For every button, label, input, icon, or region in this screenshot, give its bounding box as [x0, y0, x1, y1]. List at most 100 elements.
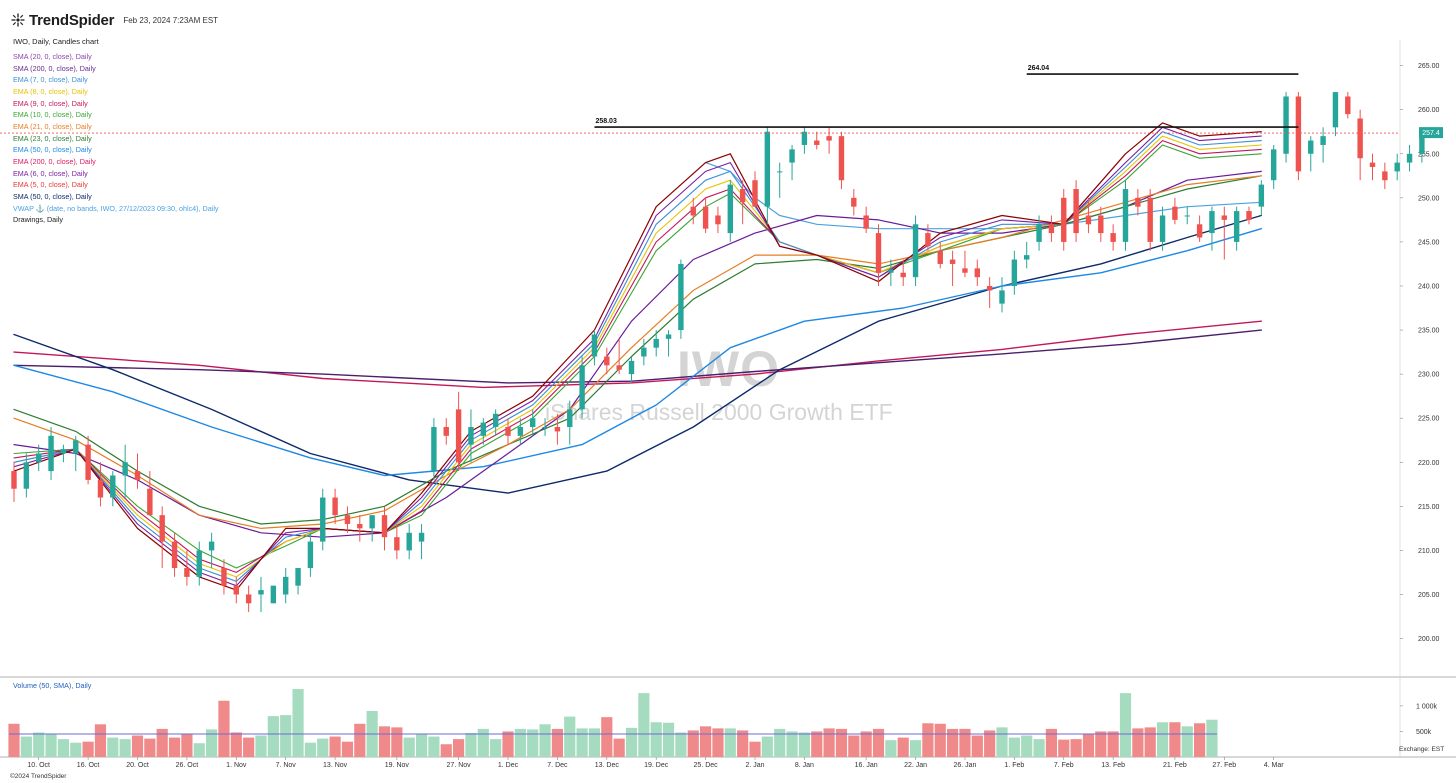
- candle-body: [36, 453, 42, 463]
- volume-bar: [341, 741, 354, 757]
- candle-body: [295, 568, 301, 586]
- candle-body: [443, 427, 449, 436]
- candle-body: [653, 338, 659, 348]
- volume-bar: [712, 728, 724, 757]
- volume-bar: [848, 735, 860, 757]
- candle-body: [777, 171, 783, 173]
- x-tick-label: 1. Dec: [498, 762, 519, 769]
- candle-body: [221, 568, 227, 586]
- candle-body: [974, 268, 980, 278]
- candle-body: [11, 471, 17, 489]
- indicator-item[interactable]: EMA (10, 0, close), Daily: [13, 110, 92, 120]
- volume-bar: [1095, 731, 1107, 757]
- candle-body: [1369, 162, 1376, 167]
- volume-bar: [564, 716, 576, 757]
- indicator-item[interactable]: EMA (50, 0, close), Daily: [13, 145, 92, 155]
- x-tick-label: 13. Dec: [595, 762, 620, 769]
- axes-layer: 200.00 205.00 210.00 215.00 220.00 225.00 230.…: [0, 40, 1456, 769]
- indicator-item[interactable]: SMA (20, 0, close), Daily: [13, 52, 92, 61]
- candle-body: [1196, 224, 1203, 238]
- indicator-item[interactable]: SMA (200, 0, close), Daily: [13, 63, 96, 73]
- brand-name: TrendSpider: [29, 11, 115, 29]
- candle-body: [863, 215, 869, 229]
- volume-tick-label: 500k: [1416, 729, 1432, 736]
- volume-bar: [922, 723, 934, 757]
- x-tick-label: 27. Feb: [1212, 762, 1236, 769]
- y-tick-label: 250.00: [1418, 195, 1440, 202]
- indicator-item[interactable]: EMA (7, 0, close), Daily: [13, 75, 88, 85]
- candle-body: [196, 550, 202, 577]
- volume-pane-label[interactable]: Volume (50, SMA), Daily: [13, 681, 92, 690]
- volume-bar: [798, 732, 810, 757]
- x-tick-label: 19. Nov: [385, 762, 410, 769]
- volume-bar: [897, 737, 909, 757]
- candle-body: [912, 224, 919, 278]
- candle-body: [616, 365, 622, 370]
- volume-bar: [527, 729, 539, 757]
- volume-bar: [872, 728, 885, 757]
- volume-bar: [1169, 722, 1181, 757]
- indicator-item[interactable]: EMA (8, 0, close), Daily: [13, 86, 88, 96]
- x-tick-label: 7. Feb: [1054, 762, 1074, 769]
- x-tick-label: 26. Jan: [953, 762, 976, 769]
- indicator-item[interactable]: EMA (9, 0, close), Daily: [13, 98, 88, 108]
- candle-body: [604, 356, 610, 366]
- volume-bar: [490, 739, 502, 757]
- symbol-line[interactable]: IWO, Daily, Candles chart: [13, 37, 99, 46]
- volume-bar: [675, 732, 687, 757]
- volume-bar: [156, 728, 168, 757]
- candle-body: [320, 497, 326, 542]
- candle-body: [875, 233, 882, 273]
- candle-body: [283, 576, 289, 595]
- candle-body: [715, 215, 721, 225]
- candle-body: [1024, 255, 1030, 260]
- indicator-item[interactable]: EMA (6, 0, close), Daily: [13, 168, 88, 178]
- volume-bar: [774, 728, 786, 757]
- indicator-item[interactable]: SMA (50, 0, close), Daily: [13, 191, 92, 201]
- volume-bar: [45, 733, 57, 757]
- volume-bar: [33, 732, 45, 757]
- candle-body: [900, 272, 906, 278]
- candle-body: [1073, 189, 1079, 234]
- candle-body: [1308, 140, 1314, 154]
- candle-body: [826, 136, 832, 141]
- y-tick-label: 230.00: [1418, 372, 1440, 379]
- candle-body: [986, 285, 993, 291]
- ma-line: [705, 162, 1262, 230]
- level-label: 258.03: [595, 118, 617, 125]
- candle-body: [727, 184, 733, 234]
- candle-body: [1419, 132, 1425, 154]
- candle-body: [184, 568, 190, 577]
- ma-line: [13, 329, 1262, 384]
- indicator-item[interactable]: EMA (23, 0, close), Daily: [13, 133, 92, 143]
- candle-body: [357, 523, 363, 529]
- volume-bar: [934, 723, 946, 757]
- candle-body: [999, 290, 1005, 304]
- volume-bar: [218, 700, 230, 757]
- candle-body: [60, 449, 67, 454]
- volume-bar: [909, 740, 922, 757]
- indicator-item[interactable]: Drawings, Daily: [13, 215, 63, 225]
- volume-bar: [823, 728, 835, 757]
- drawings-layer: 264.04 258.03 257.4: [0, 65, 1443, 139]
- candle-body: [690, 206, 696, 216]
- y-tick-label: 220.00: [1418, 460, 1440, 467]
- candle-body: [1147, 197, 1153, 242]
- indicator-item[interactable]: EMA (21, 0, close), Daily: [13, 121, 92, 131]
- volume-bar: [477, 728, 489, 757]
- volume-bar: [885, 740, 897, 757]
- y-tick-label: 260.00: [1418, 107, 1440, 114]
- candle-body: [48, 435, 54, 472]
- indicator-item[interactable]: EMA (200, 0, close), Daily: [13, 156, 96, 166]
- indicator-item[interactable]: VWAP ⚓ (date, no bands, IWO, 27/12/2023 …: [13, 203, 219, 213]
- volume-bar: [811, 731, 823, 757]
- candle-body: [542, 427, 548, 429]
- indicator-item[interactable]: EMA (5, 0, close), Daily: [13, 180, 88, 190]
- candle-body: [1209, 211, 1215, 234]
- x-tick-label: 22. Jan: [904, 762, 927, 769]
- candle-body: [73, 440, 79, 454]
- volume-layer: 500k 1 000k: [8, 689, 1438, 757]
- app-header: TrendSpider Feb 23, 2024 7:23AM EST: [10, 9, 218, 31]
- volume-bar: [761, 736, 773, 757]
